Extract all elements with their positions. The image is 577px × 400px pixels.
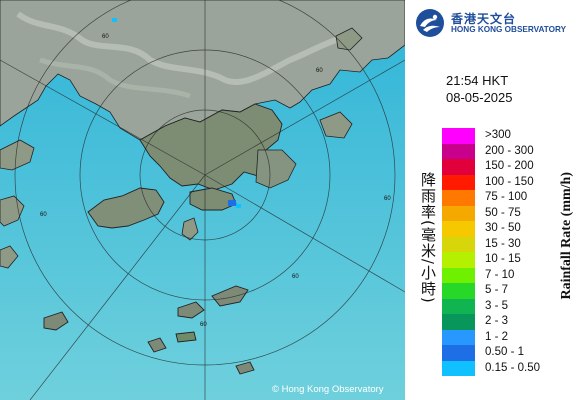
legend-swatch xyxy=(442,314,475,330)
legend-row: 200 - 300 xyxy=(442,143,572,159)
legend-swatch xyxy=(442,236,475,252)
legend-label: >300 xyxy=(485,129,511,141)
legend-label: 15 - 30 xyxy=(485,237,521,250)
legend-row: 10 - 15 xyxy=(442,252,572,268)
range-ring-label: 60 xyxy=(200,322,207,328)
legend-swatch xyxy=(442,143,475,159)
legend-row: 5 - 7 xyxy=(442,283,572,299)
legend-label: 7 - 10 xyxy=(485,268,515,281)
legend-row: 30 - 50 xyxy=(442,221,572,237)
legend-row: 1 - 2 xyxy=(442,329,572,345)
legend-swatch xyxy=(442,252,475,268)
legend-swatch xyxy=(442,283,475,299)
legend-row: 150 - 200 xyxy=(442,159,572,175)
legend-swatch xyxy=(442,329,475,345)
logo-chinese-name: 香港天文台 xyxy=(451,12,517,26)
legend-title-english: Rainfall Rate (mm/h) xyxy=(559,172,574,300)
legend-label: 30 - 50 xyxy=(485,222,521,234)
legend-label: 2 - 3 xyxy=(485,315,509,327)
legend-title-chinese: 降雨率(毫米/小時) xyxy=(419,172,437,304)
legend-swatch xyxy=(442,174,475,190)
legend-row: 0.15 - 0.50 xyxy=(442,360,572,376)
legend-label: 200 - 300 xyxy=(485,144,534,157)
range-ring-label: 60 xyxy=(292,274,299,280)
rain-echo xyxy=(228,200,236,206)
legend-swatch xyxy=(442,267,475,283)
radar-map: 60 60 60 60 60 60 xyxy=(0,0,405,400)
legend-swatch xyxy=(442,128,475,144)
legend-label: 150 - 200 xyxy=(485,160,534,172)
legend-row: 50 - 75 xyxy=(442,205,572,221)
observation-time: 21:54 HKT xyxy=(446,73,509,88)
legend-panel: 香港天文台 HONG KONG OBSERVATORY 21:54 HKT 08… xyxy=(405,0,577,400)
hko-logo: 香港天文台 HONG KONG OBSERVATORY xyxy=(415,8,575,38)
rain-echo xyxy=(236,204,241,208)
legend-row: 0.50 - 1 xyxy=(442,345,572,361)
legend-row: 2 - 3 xyxy=(442,314,572,330)
legend-row: 75 - 100 xyxy=(442,190,572,206)
range-ring-label: 60 xyxy=(316,68,323,74)
legend-label: 10 - 15 xyxy=(485,253,521,265)
rainfall-legend: >300 200 - 300 150 - 200 100 - 150 75 - 100 5… xyxy=(442,128,572,376)
hko-logo-icon xyxy=(416,9,444,37)
legend-row: 3 - 5 xyxy=(442,298,572,314)
range-ring-label: 60 xyxy=(102,34,109,40)
rain-echo xyxy=(112,18,117,22)
observation-date: 08-05-2025 xyxy=(446,90,513,105)
lantau-island xyxy=(87,187,165,229)
legend-label: 75 - 100 xyxy=(485,191,528,203)
legend-swatch xyxy=(442,360,475,376)
legend-swatch xyxy=(442,345,475,361)
range-ring-label: 60 xyxy=(384,196,391,202)
legend-row: 7 - 10 xyxy=(442,267,572,283)
legend-swatch xyxy=(442,221,475,237)
legend-label: 100 - 150 xyxy=(485,175,534,188)
legend-label: 3 - 5 xyxy=(485,299,509,312)
hong-kong-island xyxy=(189,187,237,211)
legend-row: 100 - 150 xyxy=(442,174,572,190)
legend-label: 50 - 75 xyxy=(485,206,521,219)
legend-label: 5 - 7 xyxy=(485,284,509,296)
legend-label: 1 - 2 xyxy=(485,330,509,343)
copyright-notice: © Hong Kong Observatory xyxy=(272,384,384,395)
legend-swatch xyxy=(442,298,475,314)
logo-english-name: HONG KONG OBSERVATORY xyxy=(451,25,567,34)
legend-label: 0.15 - 0.50 xyxy=(485,361,540,374)
legend-swatch xyxy=(442,205,475,221)
legend-row: 15 - 30 xyxy=(442,236,572,252)
legend-swatch xyxy=(442,190,475,206)
legend-label: 0.50 - 1 xyxy=(485,346,524,358)
legend-swatch xyxy=(442,159,475,175)
legend-row: >300 xyxy=(442,128,572,144)
range-ring-label: 60 xyxy=(40,212,47,218)
